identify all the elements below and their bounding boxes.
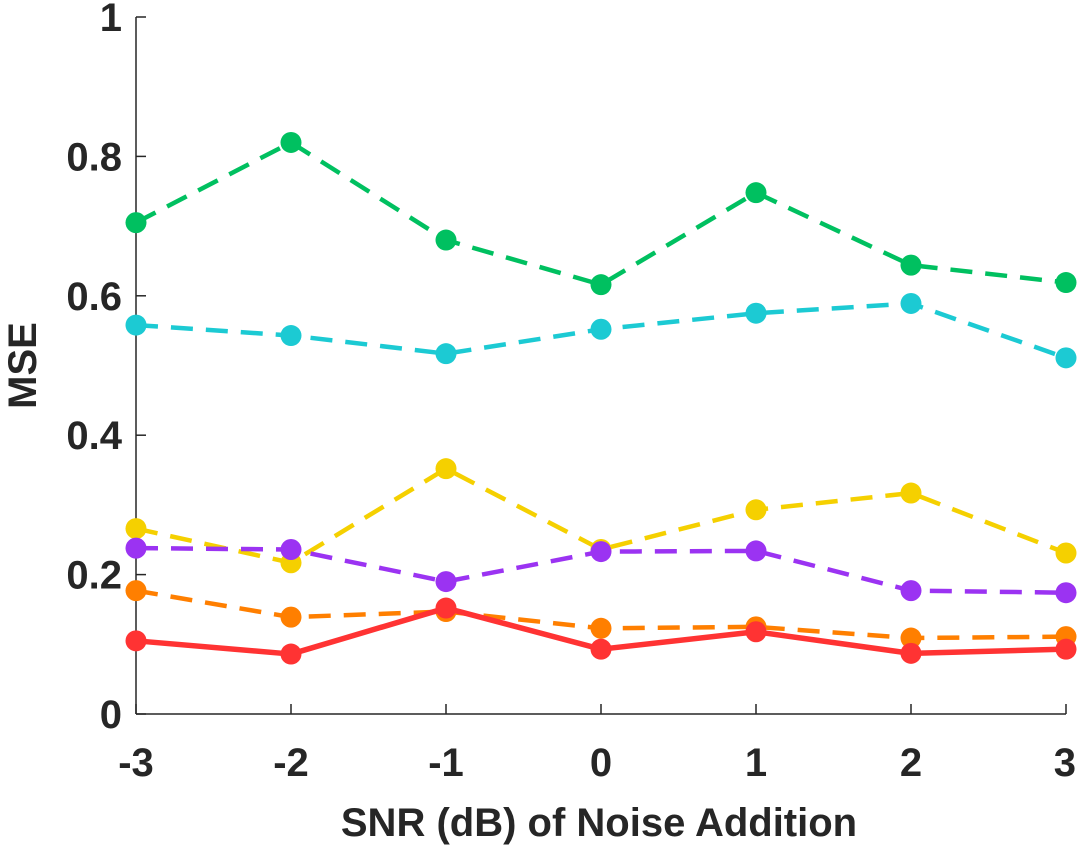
series-layer — [125, 131, 1077, 665]
data-point — [435, 343, 457, 365]
data-point — [590, 318, 612, 340]
x-tick-label: 2 — [900, 741, 922, 785]
series-line — [134, 140, 1067, 287]
data-point — [125, 518, 147, 540]
data-point — [1055, 582, 1077, 604]
x-tick-label: -2 — [273, 741, 309, 785]
data-point — [745, 499, 767, 521]
y-tick-label: 0.6 — [66, 275, 122, 319]
data-point — [280, 325, 302, 347]
series-5 — [125, 597, 1077, 665]
y-tick-label: 0.2 — [66, 554, 122, 598]
data-point — [900, 254, 922, 276]
series-1 — [125, 292, 1077, 369]
data-point — [1055, 638, 1077, 660]
x-tick-label: 1 — [745, 741, 767, 785]
data-point — [435, 458, 457, 480]
series-3 — [125, 537, 1077, 604]
data-point — [900, 292, 922, 314]
data-point — [590, 638, 612, 660]
y-tick-label: 1 — [100, 0, 122, 40]
data-point — [745, 182, 767, 204]
data-point — [590, 274, 612, 296]
data-point — [590, 541, 612, 563]
data-point — [435, 229, 457, 251]
data-point — [280, 643, 302, 665]
x-axis-label: SNR (dB) of Noise Addition — [341, 801, 857, 845]
x-tick-label: 3 — [1054, 741, 1076, 785]
data-point — [745, 540, 767, 562]
data-point — [590, 617, 612, 639]
data-point — [1055, 347, 1077, 369]
x-tick-label: 0 — [590, 741, 612, 785]
x-tick-label: -1 — [428, 741, 464, 785]
y-tick-label: 0.4 — [66, 414, 122, 458]
data-point — [745, 302, 767, 324]
y-tick-label: 0 — [100, 693, 122, 737]
data-point — [435, 571, 457, 593]
data-point — [280, 539, 302, 561]
y-axis-label: MSE — [1, 322, 45, 409]
data-point — [435, 597, 457, 619]
data-point — [1055, 542, 1077, 564]
data-point — [900, 482, 922, 504]
data-point — [125, 580, 147, 602]
data-point — [900, 627, 922, 649]
data-point — [125, 537, 147, 559]
data-point — [125, 212, 147, 234]
data-point — [900, 580, 922, 602]
data-point — [1055, 272, 1077, 294]
ticks: 0 0.2 0.4 0.6 0.8 1 -3 -2 -1 0 1 2 3 — [66, 0, 1076, 785]
data-point — [125, 314, 147, 336]
x-tick-label: -3 — [118, 741, 154, 785]
series-0 — [125, 131, 1077, 296]
axes — [135, 17, 1066, 715]
data-point — [280, 131, 302, 153]
data-point — [900, 642, 922, 664]
data-point — [125, 630, 147, 652]
data-point — [280, 606, 302, 628]
y-tick-label: 0.8 — [66, 135, 122, 179]
data-point — [745, 621, 767, 643]
